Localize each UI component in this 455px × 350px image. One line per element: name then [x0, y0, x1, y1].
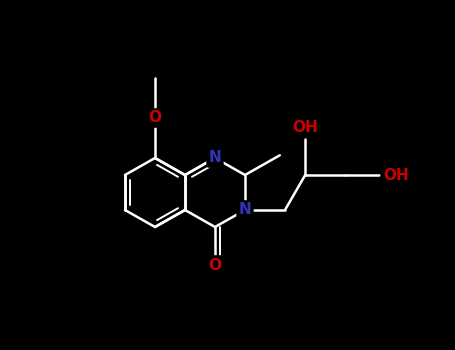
- Text: N: N: [209, 150, 222, 166]
- Text: OH: OH: [292, 120, 318, 135]
- Text: O: O: [148, 111, 162, 126]
- Text: OH: OH: [383, 168, 409, 183]
- Text: O: O: [208, 258, 222, 273]
- Text: N: N: [238, 203, 251, 217]
